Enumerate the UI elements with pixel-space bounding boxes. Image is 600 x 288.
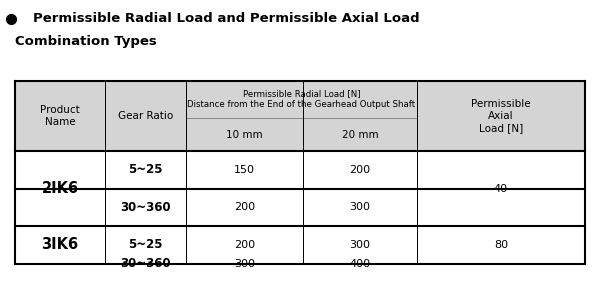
- Text: 200: 200: [234, 202, 255, 212]
- Text: 300: 300: [349, 202, 371, 212]
- Text: Product
Name: Product Name: [40, 105, 80, 127]
- Text: 400: 400: [349, 259, 371, 268]
- Text: 30~360: 30~360: [120, 257, 171, 270]
- Text: 20 mm: 20 mm: [341, 130, 379, 140]
- Bar: [15, 81, 585, 151]
- Text: 10 mm: 10 mm: [226, 130, 263, 140]
- Text: 5~25: 5~25: [128, 238, 163, 251]
- Text: Permissible Radial Load and Permissible Axial Load: Permissible Radial Load and Permissible …: [33, 12, 419, 25]
- Text: 3IK6: 3IK6: [41, 237, 79, 252]
- Bar: [15, 151, 585, 264]
- Text: 80: 80: [494, 240, 508, 250]
- Text: 5~25: 5~25: [128, 163, 163, 177]
- Text: 150: 150: [234, 165, 255, 175]
- Text: Gear Ratio: Gear Ratio: [118, 111, 173, 121]
- Text: Permissible Radial Load [N]
Distance from the End of the Gearhead Output Shaft: Permissible Radial Load [N] Distance fro…: [187, 89, 416, 109]
- Text: 300: 300: [234, 259, 255, 268]
- Text: 200: 200: [234, 240, 255, 250]
- Text: Combination Types: Combination Types: [15, 35, 157, 48]
- Text: 200: 200: [349, 165, 371, 175]
- Text: 300: 300: [349, 240, 371, 250]
- Text: 2IK6: 2IK6: [41, 181, 79, 196]
- Text: 40: 40: [494, 184, 508, 194]
- Text: 30~360: 30~360: [120, 201, 171, 214]
- Text: Permissible
Axial
Load [N]: Permissible Axial Load [N]: [471, 98, 531, 133]
